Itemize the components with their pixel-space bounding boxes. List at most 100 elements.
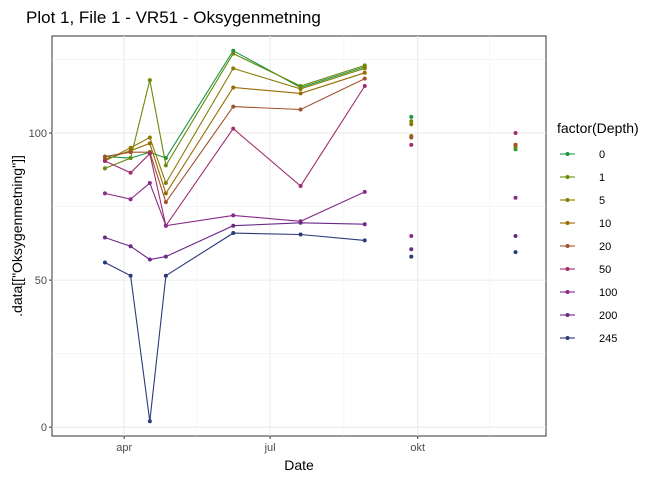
data-point bbox=[231, 104, 236, 109]
legend-title: factor(Depth) bbox=[557, 120, 639, 136]
data-point bbox=[128, 273, 133, 278]
legend-label: 5 bbox=[599, 195, 605, 207]
y-tick-label: 0 bbox=[41, 422, 47, 434]
legend-key-point bbox=[565, 198, 570, 202]
data-point bbox=[147, 419, 152, 424]
series-1 bbox=[102, 51, 518, 171]
data-point bbox=[362, 222, 367, 227]
legend-item: 20 bbox=[560, 241, 611, 253]
data-point bbox=[147, 151, 152, 156]
data-point bbox=[513, 145, 518, 150]
data-point bbox=[409, 119, 414, 124]
data-point bbox=[362, 70, 367, 75]
data-point bbox=[362, 238, 367, 243]
data-point bbox=[298, 184, 303, 188]
x-tick-label: okt bbox=[410, 442, 425, 454]
data-point bbox=[163, 223, 168, 228]
data-point bbox=[298, 84, 303, 88]
legend-label: 100 bbox=[599, 287, 617, 299]
data-point bbox=[128, 244, 133, 249]
data-point bbox=[128, 156, 133, 161]
data-point bbox=[231, 213, 236, 218]
data-point bbox=[298, 220, 303, 225]
data-point bbox=[409, 234, 414, 238]
data-point bbox=[102, 159, 107, 163]
series-layer bbox=[102, 48, 518, 424]
data-point bbox=[128, 145, 133, 150]
data-point bbox=[513, 131, 518, 136]
data-point bbox=[147, 141, 152, 146]
x-tick-label: jul bbox=[264, 442, 276, 454]
data-point bbox=[147, 181, 152, 186]
data-point bbox=[409, 254, 414, 259]
data-point bbox=[298, 107, 303, 112]
legend-item: 0 bbox=[560, 149, 605, 161]
data-point bbox=[231, 51, 236, 56]
data-point bbox=[163, 191, 168, 196]
data-point bbox=[409, 122, 414, 127]
series-245 bbox=[102, 231, 518, 424]
data-point bbox=[147, 78, 152, 83]
data-point bbox=[362, 189, 367, 194]
data-point bbox=[409, 135, 414, 140]
data-point bbox=[409, 142, 414, 147]
data-point bbox=[513, 250, 518, 255]
legend-key-point bbox=[565, 175, 570, 179]
data-point bbox=[147, 257, 152, 262]
chart-title: Plot 1, File 1 - VR51 - Oksygenmetning bbox=[26, 8, 321, 27]
data-point bbox=[298, 86, 303, 91]
grid bbox=[52, 36, 546, 436]
data-point bbox=[298, 91, 303, 96]
y-axis-title: .data[["Oksygenmetning"]] bbox=[9, 155, 25, 317]
data-point bbox=[163, 273, 168, 278]
legend-label: 1 bbox=[599, 172, 605, 184]
data-point bbox=[231, 85, 236, 90]
legend-key-point bbox=[565, 290, 570, 294]
series-200 bbox=[102, 220, 518, 262]
legend-key-point bbox=[565, 152, 570, 156]
legend-label: 245 bbox=[599, 333, 617, 345]
axes: 0 50 100 apr jul okt bbox=[29, 128, 425, 454]
data-point bbox=[362, 76, 367, 81]
legend-item: 245 bbox=[560, 333, 617, 345]
legend: factor(Depth) 0 1 5 10 20 50 100 200 245 bbox=[557, 120, 639, 345]
data-point bbox=[128, 170, 133, 175]
data-point bbox=[513, 234, 518, 238]
data-point bbox=[128, 197, 133, 202]
legend-label: 200 bbox=[599, 310, 617, 322]
data-point bbox=[231, 223, 236, 228]
legend-key-point bbox=[565, 336, 570, 340]
legend-item: 5 bbox=[560, 195, 605, 207]
data-point bbox=[163, 200, 168, 205]
data-point bbox=[163, 254, 168, 259]
legend-label: 0 bbox=[599, 149, 605, 161]
legend-item: 1 bbox=[560, 172, 605, 184]
legend-label: 10 bbox=[599, 218, 611, 230]
data-point bbox=[102, 166, 107, 171]
data-point bbox=[513, 142, 518, 147]
data-point bbox=[298, 232, 303, 237]
data-point bbox=[362, 63, 367, 68]
data-point bbox=[513, 195, 518, 200]
legend-key-point bbox=[565, 267, 570, 271]
data-point bbox=[409, 247, 414, 252]
data-point bbox=[231, 66, 236, 71]
plot-panel bbox=[51, 35, 547, 437]
legend-key-point bbox=[565, 221, 570, 225]
data-point bbox=[102, 260, 107, 265]
legend-item: 10 bbox=[560, 218, 611, 230]
legend-item: 50 bbox=[560, 264, 611, 276]
x-tick-label: apr bbox=[116, 442, 132, 454]
data-point bbox=[231, 126, 236, 131]
data-point bbox=[362, 84, 367, 88]
legend-key-point bbox=[565, 244, 570, 248]
data-point bbox=[102, 191, 107, 196]
data-point bbox=[163, 163, 168, 168]
legend-label: 50 bbox=[599, 264, 611, 276]
data-point bbox=[231, 48, 236, 53]
data-point bbox=[163, 181, 168, 186]
data-point bbox=[362, 66, 367, 71]
data-point bbox=[147, 135, 152, 140]
data-point bbox=[128, 150, 133, 155]
